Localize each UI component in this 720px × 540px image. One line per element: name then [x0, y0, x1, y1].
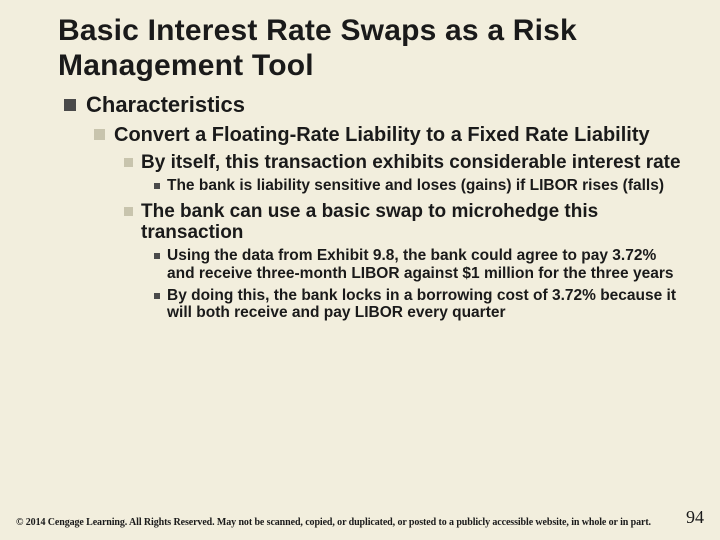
- slide-title: Basic Interest Rate Swaps as a Risk Mana…: [58, 14, 682, 83]
- square-bullet-icon: [154, 253, 160, 259]
- square-bullet-icon: [154, 183, 160, 189]
- bullet-level2: Convert a Floating-Rate Liability to a F…: [94, 124, 682, 146]
- bullet-level3: By itself, this transaction exhibits con…: [124, 152, 682, 173]
- bullet-level4: Using the data from Exhibit 9.8, the ban…: [154, 247, 682, 282]
- bullet-level1: Characteristics: [64, 93, 682, 118]
- bullet-level3: The bank can use a basic swap to microhe…: [124, 201, 682, 244]
- bullet-level4: The bank is liability sensitive and lose…: [154, 177, 682, 195]
- page-number: 94: [686, 507, 704, 528]
- square-bullet-icon: [124, 207, 133, 216]
- square-bullet-icon: [64, 99, 76, 111]
- square-bullet-icon: [94, 129, 105, 140]
- slide: Basic Interest Rate Swaps as a Risk Mana…: [0, 0, 720, 540]
- copyright-text: © 2014 Cengage Learning. All Rights Rese…: [16, 517, 651, 528]
- footer: © 2014 Cengage Learning. All Rights Rese…: [16, 507, 704, 528]
- square-bullet-icon: [154, 293, 160, 299]
- bullet-text: Using the data from Exhibit 9.8, the ban…: [167, 247, 682, 282]
- bullet-text: The bank is liability sensitive and lose…: [167, 177, 664, 195]
- bullet-level4: By doing this, the bank locks in a borro…: [154, 287, 682, 322]
- bullet-text: Characteristics: [86, 93, 245, 118]
- bullet-text: By doing this, the bank locks in a borro…: [167, 287, 682, 322]
- bullet-text: By itself, this transaction exhibits con…: [141, 152, 681, 173]
- bullet-text: The bank can use a basic swap to microhe…: [141, 201, 682, 244]
- bullet-text: Convert a Floating-Rate Liability to a F…: [114, 124, 650, 146]
- square-bullet-icon: [124, 158, 133, 167]
